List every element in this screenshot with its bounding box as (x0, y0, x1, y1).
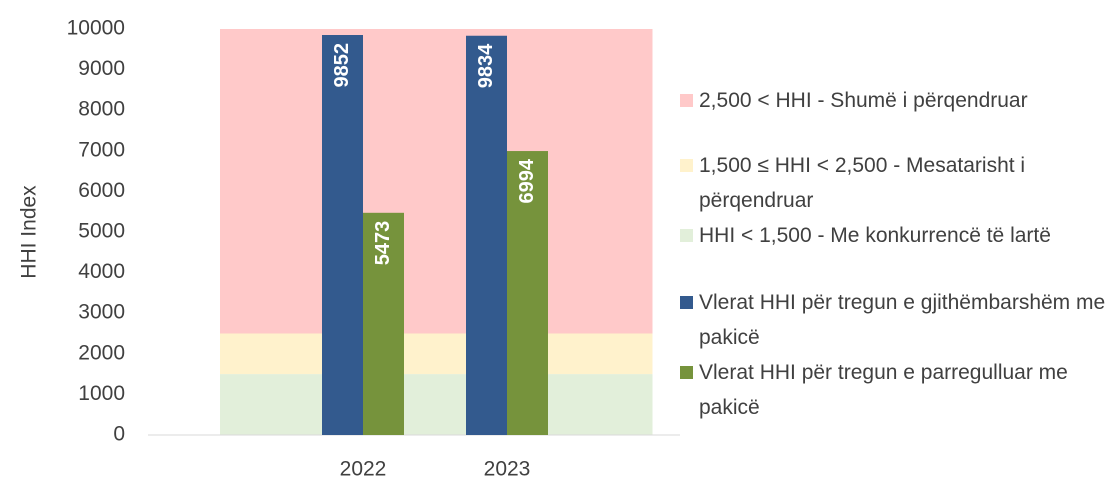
y-tick-label: 5000 (78, 220, 125, 243)
y-tick-label: 10000 (67, 17, 125, 40)
legend-label: Vlerat HHI për tregun e parregulluar me … (699, 361, 1068, 419)
y-tick-label: 2000 (78, 341, 125, 364)
value-label: 9852 (331, 43, 353, 88)
y-tick-label: 9000 (78, 57, 125, 80)
legend-label: Vlerat HHI për tregun e gjithëmbarshëm m… (699, 291, 1106, 349)
y-tick-label: 4000 (78, 260, 125, 283)
y-tick-label: 1000 (78, 382, 125, 405)
value-label: 9834 (475, 43, 497, 88)
bar (507, 151, 548, 436)
legend-item: Vlerat HHI për tregun e parregulluar me … (680, 355, 1110, 425)
legend-item: 2,500 < HHI - Shumë i përqendruar (680, 83, 1110, 118)
legend-item: HHI < 1,500 - Me konkurrencë të lartë (680, 218, 1110, 253)
legend-swatch (680, 159, 693, 172)
y-tick-label: 0 (113, 423, 125, 446)
legend-swatch (680, 229, 693, 242)
legend-swatch (680, 366, 693, 379)
legend-item: 1,500 ≤ HHI < 2,500 - Mesatarisht i përq… (680, 148, 1110, 218)
value-label: 6994 (516, 158, 538, 203)
x-tick-label: 2023 (484, 458, 531, 481)
legend-label: HHI < 1,500 - Me konkurrencë të lartë (699, 224, 1051, 247)
bar (322, 35, 363, 436)
legend-swatch (680, 94, 693, 107)
y-tick-label: 7000 (78, 138, 125, 161)
y-axis-title: HHI Index (18, 185, 41, 279)
value-label: 5473 (372, 221, 394, 266)
y-tick-label: 8000 (78, 98, 125, 121)
legend-label: 2,500 < HHI - Shumë i përqendruar (699, 89, 1028, 112)
legend-label: 1,500 ≤ HHI < 2,500 - Mesatarisht i përq… (699, 154, 1026, 212)
legend-item: Vlerat HHI për tregun e gjithëmbarshëm m… (680, 285, 1110, 355)
bar (363, 212, 404, 435)
y-tick-label: 3000 (78, 301, 125, 324)
bar (466, 35, 507, 436)
legend-swatch (680, 296, 693, 309)
x-tick-label: 2022 (340, 458, 387, 481)
y-tick-label: 6000 (78, 179, 125, 202)
